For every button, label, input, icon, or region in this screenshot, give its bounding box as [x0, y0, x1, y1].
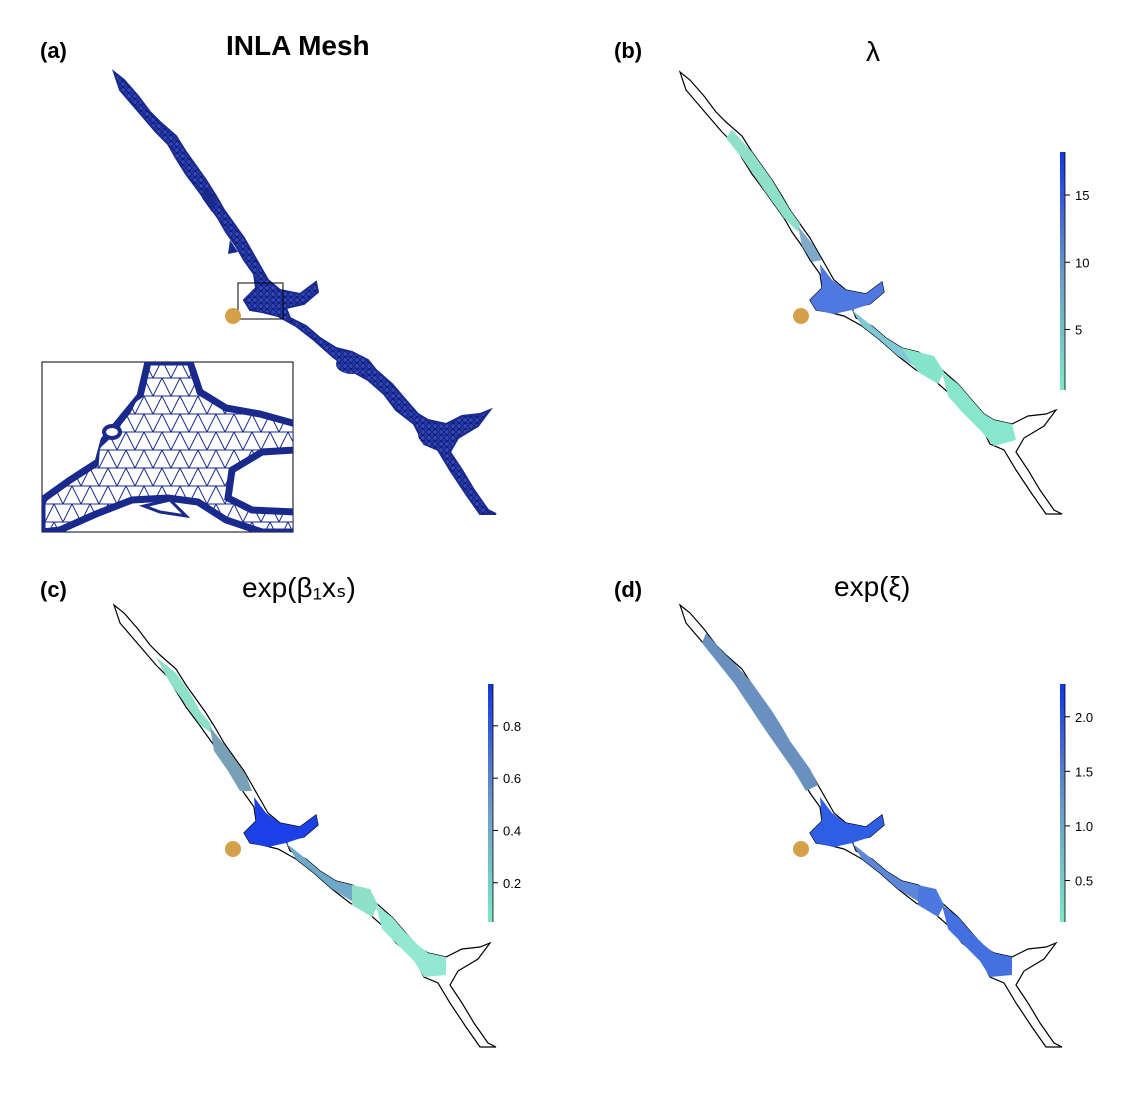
legend-tick-label: 2.0 — [1075, 710, 1093, 725]
panel-d: (d) exp(ξ) 0.5 1.0 1.5 2.0 — [566, 547, 1132, 1094]
legend-tick-label: 0.2 — [503, 876, 521, 891]
panel-title-field: exp(ξ) — [834, 571, 911, 602]
panel-b: (b) λ 5 10 15 — [566, 0, 1132, 547]
legend-bar — [488, 684, 493, 922]
panel-label-b: (b) — [614, 38, 643, 63]
panel-label-d: (d) — [614, 577, 643, 602]
mesh-estuary — [111, 69, 497, 515]
site-marker — [793, 841, 809, 857]
zoom-box — [237, 282, 284, 320]
legend-tick-label: 1.5 — [1075, 764, 1093, 779]
legend-tick-label: 10 — [1075, 255, 1089, 270]
site-marker — [793, 308, 809, 324]
site-marker — [225, 308, 241, 324]
legend-bar — [1060, 684, 1065, 922]
lambda-map: 5 10 15 — [678, 70, 1089, 515]
legend-tick-label: 0.4 — [503, 823, 521, 838]
legend-tick-label: 0.6 — [503, 771, 521, 786]
legend-bar — [1060, 152, 1065, 390]
legend-field: 0.5 1.0 1.5 2.0 — [1060, 684, 1093, 922]
mesh-inset — [41, 361, 294, 533]
legend-covariate: 0.2 0.4 0.6 0.8 — [488, 684, 521, 922]
field-map: 0.5 1.0 1.5 2.0 — [678, 603, 1093, 1048]
mesh-map — [41, 69, 497, 533]
panel-label-a: (a) — [40, 38, 67, 63]
panel-c: (c) exp(β₁xₛ) 0.2 0.4 0.6 0.8 — [0, 547, 566, 1094]
covariate-map: 0.2 0.4 0.6 0.8 — [112, 603, 521, 1048]
site-marker — [225, 841, 241, 857]
legend-lambda: 5 10 15 — [1060, 152, 1089, 390]
panel-title-lambda: λ — [866, 36, 880, 67]
legend-tick-label: 1.0 — [1075, 819, 1093, 834]
panel-title-mesh: INLA Mesh — [226, 30, 370, 61]
legend-tick-label: 0.5 — [1075, 874, 1093, 889]
legend-tick-label: 5 — [1075, 322, 1082, 337]
legend-tick-label: 0.8 — [503, 719, 521, 734]
panel-a: (a) INLA Mesh — [0, 0, 566, 547]
legend-tick-label: 15 — [1075, 188, 1089, 203]
panel-label-c: (c) — [40, 577, 67, 602]
panel-title-covariate: exp(β₁xₛ) — [242, 572, 356, 603]
